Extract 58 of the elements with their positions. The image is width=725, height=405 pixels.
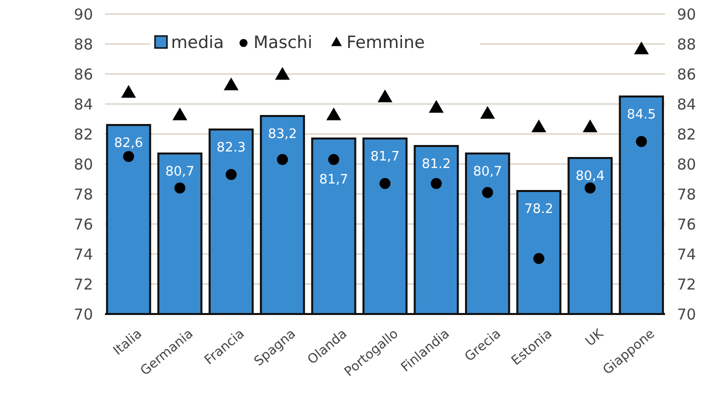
point	[226, 169, 237, 180]
point	[121, 84, 136, 98]
y-tick-label: 84	[74, 95, 93, 114]
data-label: 80,7	[165, 164, 194, 180]
point	[636, 136, 647, 147]
data-label: 82,6	[114, 136, 144, 151]
y2-tick-label: 70	[677, 305, 696, 324]
data-label: 78.2	[524, 202, 554, 217]
point	[482, 187, 494, 198]
data-label: 84.5	[626, 108, 656, 122]
point	[531, 119, 546, 132]
legend-label: media	[171, 33, 224, 53]
legend-label: Femmine	[346, 33, 425, 53]
data-label: 80,7	[473, 164, 502, 180]
data-label: 82.3	[216, 140, 246, 156]
point	[276, 154, 288, 165]
y-tick-label: 88	[74, 35, 93, 54]
y2-tick-label: 90	[677, 5, 696, 24]
x-tick-label: UK	[583, 326, 607, 350]
point	[582, 119, 598, 132]
y2-tick-label: 88	[677, 35, 696, 54]
point	[328, 154, 340, 165]
point	[584, 182, 596, 194]
point	[275, 66, 290, 80]
point	[430, 178, 442, 189]
y2-tick-label: 76	[677, 215, 696, 234]
y-tick-label: 78	[74, 185, 93, 204]
point	[480, 106, 495, 119]
y-tick-label: 72	[74, 275, 93, 294]
y2-tick-label: 72	[677, 275, 696, 294]
y2-tick-label: 82	[677, 125, 696, 144]
y-tick-label: 82	[74, 125, 93, 144]
data-label: 81,7	[319, 172, 348, 188]
y2-tick-label: 74	[677, 245, 696, 264]
y-tick-label: 90	[74, 5, 93, 24]
y2-tick-label: 80	[677, 155, 696, 174]
y-tick-label: 86	[74, 65, 93, 84]
y-tick-label: 74	[74, 245, 93, 264]
point	[326, 107, 342, 120]
y-tick-label: 80	[74, 155, 93, 174]
legend-label: Maschi	[254, 33, 312, 53]
y2-tick-label: 78	[677, 185, 696, 204]
y2-tick-label: 84	[677, 95, 696, 114]
point	[378, 89, 392, 102]
point	[174, 182, 186, 194]
data-label: 81.2	[422, 157, 451, 172]
point	[123, 151, 134, 162]
point	[380, 178, 390, 189]
data-label: 81,7	[370, 150, 400, 164]
y2-tick-label: 86	[677, 65, 696, 84]
data-label: 80,4	[576, 169, 605, 184]
point	[224, 77, 239, 90]
data-label: 83,2	[268, 127, 297, 142]
y-tick-label: 70	[74, 305, 93, 324]
point	[634, 41, 649, 54]
y-tick-label: 76	[74, 215, 93, 234]
point	[428, 100, 444, 113]
point	[172, 107, 188, 120]
